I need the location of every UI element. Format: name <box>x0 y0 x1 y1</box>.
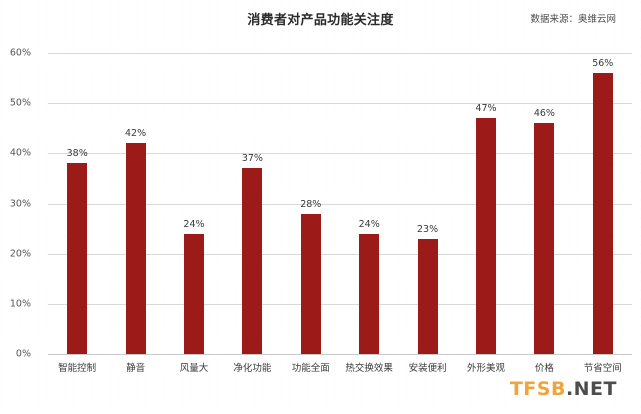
gridline <box>48 253 632 255</box>
x-axis-category-label: 净化功能 <box>233 363 272 374</box>
gridline <box>48 53 632 54</box>
x-axis-category-label: 功能全面 <box>291 363 330 374</box>
bar-slot: 46% 价格 <box>515 53 573 374</box>
gridline <box>48 153 632 155</box>
x-axis-category-label: 节省空间 <box>583 363 622 374</box>
page-title: 消费者对产品功能关注度 <box>247 13 394 28</box>
bar[interactable] <box>67 163 88 354</box>
x-axis-baseline <box>48 354 632 355</box>
bar-slot: 24% 风量大 <box>165 53 223 374</box>
bar-slot: 24% 热交换效果 <box>340 53 398 374</box>
x-axis-category-label: 静音 <box>126 363 146 374</box>
gridline <box>48 103 632 105</box>
gridline <box>48 303 632 305</box>
bar-value-label: 37% <box>241 153 263 165</box>
watermark: TFSB.NET <box>510 378 617 400</box>
bar-slot: 23% 安装便利 <box>398 53 456 374</box>
y-axis-tick-label: 60% <box>9 47 31 59</box>
data-source-note: 数据来源：奥维云网 <box>530 14 616 25</box>
bar[interactable] <box>125 143 146 354</box>
bar-value-label: 28% <box>300 198 322 210</box>
bar-value-label: 38% <box>66 148 88 160</box>
bar-value-label: 56% <box>592 58 614 70</box>
watermark-tld: .NET <box>565 378 617 400</box>
bar[interactable] <box>475 118 496 354</box>
gridline <box>48 203 632 205</box>
bar[interactable] <box>300 213 321 354</box>
bar-value-label: 24% <box>358 218 380 230</box>
y-axis-tick-label: 40% <box>9 147 31 159</box>
bar-slot: 38% 智能控制 <box>48 53 106 374</box>
bar[interactable] <box>183 233 204 354</box>
x-axis-category-label: 风量大 <box>179 363 209 374</box>
bar-value-label: 42% <box>125 128 147 140</box>
bar[interactable] <box>242 168 263 354</box>
x-axis-category-label: 外形美观 <box>466 363 505 374</box>
x-axis-category-label: 安装便利 <box>408 363 447 374</box>
x-axis-category-label: 热交换效果 <box>345 363 393 374</box>
bar[interactable] <box>592 73 613 354</box>
bar-slot: 56% 节省空间 <box>574 53 632 374</box>
bar-slot: 47% 外形美观 <box>457 53 515 374</box>
watermark-brand: TFSB <box>509 378 566 400</box>
y-axis-tick-label: 20% <box>9 248 31 260</box>
y-axis-tick-label: 10% <box>9 298 31 310</box>
bar-value-label: 23% <box>417 223 439 235</box>
bar[interactable] <box>534 123 555 354</box>
bar-value-label: 47% <box>475 103 497 115</box>
x-axis-category-label: 价格 <box>534 363 554 374</box>
y-axis-tick-label: 0% <box>15 348 31 360</box>
x-axis-category-label: 智能控制 <box>58 363 97 374</box>
bar-value-label: 46% <box>533 108 555 120</box>
bar[interactable] <box>359 233 380 354</box>
bar-value-label: 24% <box>183 218 205 230</box>
bar[interactable] <box>417 238 438 354</box>
y-axis-tick-label: 30% <box>9 198 31 209</box>
bar-slot: 37% 净化功能 <box>223 53 281 374</box>
bar-slot: 42% 静音 <box>106 53 164 374</box>
y-axis-tick-label: 50% <box>9 97 31 109</box>
bar-slot: 28% 功能全面 <box>282 53 340 374</box>
plot-area: 0% 10% 20% 30% 40% 50% 60% 38% 智能控制 42% 静音 24% 风量大 3… <box>10 48 632 374</box>
